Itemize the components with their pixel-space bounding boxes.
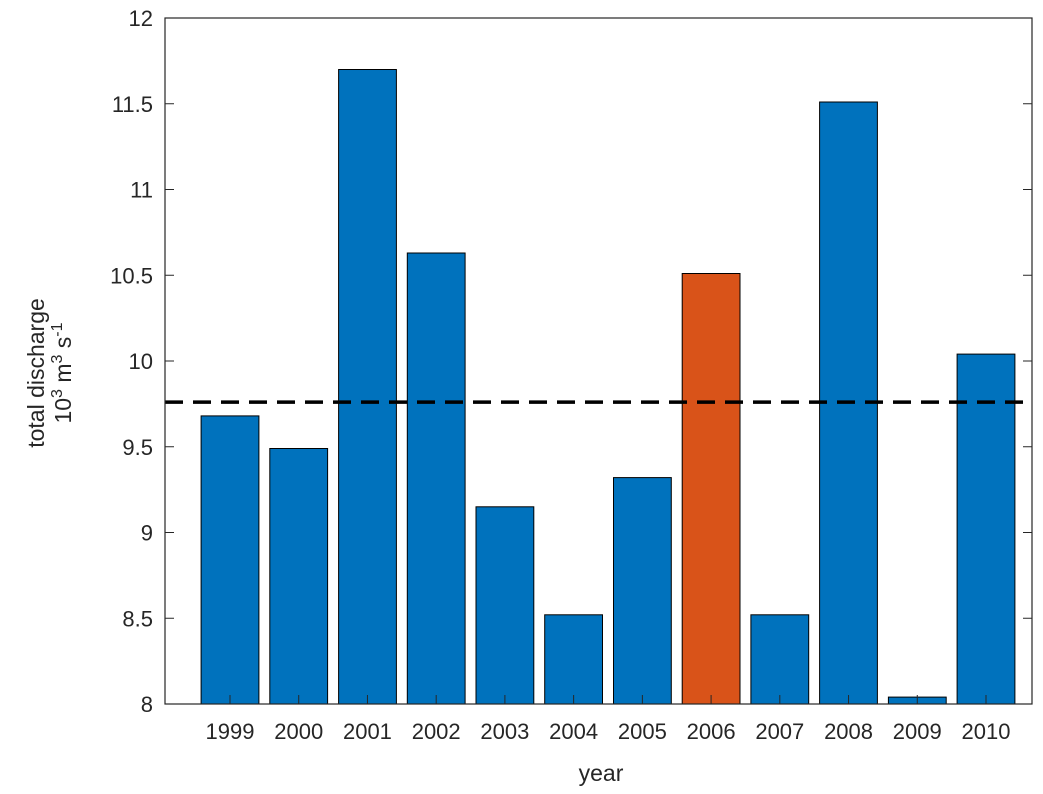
bar-2001 <box>338 69 397 705</box>
bar-2000 <box>269 448 329 705</box>
bar-2002 <box>406 252 466 705</box>
x-tick-label-2006: 2006 <box>687 719 736 744</box>
x-axis-label: year <box>579 760 624 786</box>
ylabel-exp3: -1 <box>49 322 66 336</box>
x-tick-label-2002: 2002 <box>412 719 461 744</box>
y-tick-label-8: 8 <box>141 692 153 717</box>
ylabel-exp1: 3 <box>49 389 66 398</box>
x-tick-label-2010: 2010 <box>962 719 1011 744</box>
x-tick-label-2004: 2004 <box>549 719 598 744</box>
ylabel-base: 10 <box>50 398 76 424</box>
x-tick-label-2003: 2003 <box>480 719 529 744</box>
bar-2003 <box>475 506 535 705</box>
ylabel-unit2: s <box>50 337 76 349</box>
x-tick-label-2007: 2007 <box>755 719 804 744</box>
x-tick-label-2009: 2009 <box>893 719 942 744</box>
bar-2006 <box>681 273 741 705</box>
bars-group <box>200 69 1016 705</box>
y-axis-label: total discharge 103 m3 s-1 <box>23 298 76 448</box>
x-tick-label-2000: 2000 <box>274 719 323 744</box>
bar-2005 <box>613 477 672 705</box>
y-axis-label-line2: 103 m3 s-1 <box>49 322 76 423</box>
y-tick-label-11.5: 11.5 <box>112 92 153 117</box>
y-tick-label-9: 9 <box>141 521 153 546</box>
bar-2007 <box>750 614 810 705</box>
y-tick-label-10.5: 10.5 <box>110 263 153 288</box>
y-axis-label-line1: total discharge <box>23 298 49 448</box>
y-tick-label-8.5: 8.5 <box>122 606 153 631</box>
y-tick-label-11: 11 <box>130 178 153 203</box>
bar-1999 <box>200 415 260 705</box>
x-tick-label-2008: 2008 <box>824 719 873 744</box>
bar-2004 <box>544 614 604 705</box>
x-tick-label-2005: 2005 <box>618 719 667 744</box>
y-tick-label-12: 12 <box>129 6 153 31</box>
y-tick-label-9.5: 9.5 <box>122 435 153 460</box>
ylabel-exp2: 3 <box>49 354 66 363</box>
x-tick-label-2001: 2001 <box>343 719 392 744</box>
ylabel-unit1: m <box>50 363 76 382</box>
x-axis-ticks: 1999 2000 2001 2002 2003 2004 2005 2006 2007 2008… <box>206 695 1011 744</box>
y-axis-ticks: 8 8.5 9 9.5 10 10.5 11 11.5 12 <box>110 6 1032 717</box>
bar-2010 <box>956 353 1016 705</box>
x-tick-label-1999: 1999 <box>206 719 255 744</box>
y-tick-label-10: 10 <box>129 349 153 374</box>
